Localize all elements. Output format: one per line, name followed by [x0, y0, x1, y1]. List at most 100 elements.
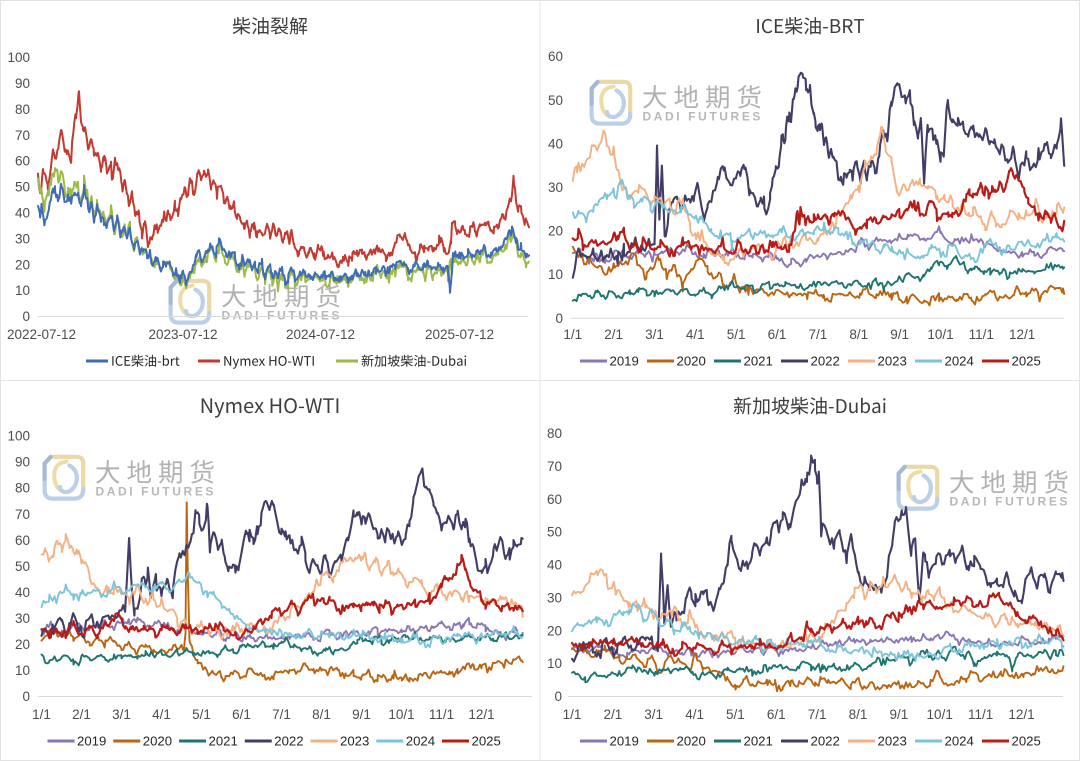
svg-text:2023-07-12: 2023-07-12 [148, 327, 217, 342]
svg-text:40: 40 [15, 206, 30, 221]
svg-text:30: 30 [15, 231, 30, 246]
svg-text:20: 20 [548, 224, 563, 239]
svg-text:5/1: 5/1 [727, 327, 746, 342]
svg-text:12/1: 12/1 [468, 707, 494, 722]
svg-text:2024: 2024 [945, 354, 974, 369]
svg-text:1/1: 1/1 [563, 707, 582, 722]
svg-text:3/1: 3/1 [112, 707, 131, 722]
svg-text:2/1: 2/1 [604, 327, 623, 342]
svg-text:DADI FUTURES: DADI FUTURES [222, 308, 343, 322]
svg-text:5/1: 5/1 [726, 707, 745, 722]
svg-text:80: 80 [15, 481, 30, 496]
svg-text:10: 10 [15, 283, 30, 298]
svg-text:2025: 2025 [1012, 354, 1041, 369]
svg-text:50: 50 [15, 559, 30, 574]
svg-text:12/1: 12/1 [1008, 707, 1034, 722]
svg-text:2025: 2025 [472, 734, 501, 749]
svg-text:2022: 2022 [811, 354, 840, 369]
svg-text:0: 0 [22, 309, 30, 324]
svg-text:3/1: 3/1 [645, 327, 664, 342]
svg-text:2023: 2023 [878, 734, 907, 749]
svg-text:10: 10 [547, 656, 562, 671]
svg-text:9/1: 9/1 [352, 707, 371, 722]
svg-text:4/1: 4/1 [685, 707, 704, 722]
svg-text:70: 70 [15, 507, 30, 522]
svg-text:8/1: 8/1 [312, 707, 331, 722]
svg-text:8/1: 8/1 [849, 707, 868, 722]
svg-text:80: 80 [547, 426, 562, 441]
svg-text:2022-07-12: 2022-07-12 [7, 327, 76, 342]
svg-text:6/1: 6/1 [232, 707, 251, 722]
svg-text:2025-07-12: 2025-07-12 [425, 327, 494, 342]
svg-text:20: 20 [15, 257, 30, 272]
svg-text:2/1: 2/1 [604, 707, 623, 722]
svg-text:6/1: 6/1 [768, 327, 787, 342]
svg-text:2024-07-12: 2024-07-12 [286, 327, 355, 342]
svg-text:12/1: 12/1 [1009, 327, 1035, 342]
svg-text:60: 60 [547, 492, 562, 507]
svg-text:5/1: 5/1 [192, 707, 211, 722]
svg-text:DADI FUTURES: DADI FUTURES [643, 109, 764, 123]
svg-text:2019: 2019 [610, 354, 639, 369]
svg-text:8/1: 8/1 [849, 327, 868, 342]
svg-text:2021: 2021 [209, 734, 238, 749]
svg-text:10/1: 10/1 [927, 327, 953, 342]
svg-text:90: 90 [15, 455, 30, 470]
svg-text:DADI FUTURES: DADI FUTURES [96, 484, 217, 498]
svg-text:2021: 2021 [744, 354, 773, 369]
svg-text:4/1: 4/1 [686, 327, 705, 342]
svg-text:10: 10 [548, 267, 563, 282]
svg-text:2022: 2022 [811, 734, 840, 749]
svg-text:10/1: 10/1 [388, 707, 414, 722]
svg-text:80: 80 [15, 102, 30, 117]
svg-text:30: 30 [547, 591, 562, 606]
svg-text:60: 60 [15, 154, 30, 169]
svg-text:4/1: 4/1 [152, 707, 171, 722]
svg-text:20: 20 [547, 623, 562, 638]
svg-text:40: 40 [547, 558, 562, 573]
svg-text:90: 90 [15, 76, 30, 91]
svg-text:7/1: 7/1 [808, 707, 827, 722]
svg-text:7/1: 7/1 [809, 327, 828, 342]
svg-text:2024: 2024 [945, 734, 974, 749]
svg-text:2022: 2022 [274, 734, 303, 749]
svg-text:60: 60 [548, 49, 563, 64]
svg-text:1/1: 1/1 [32, 707, 51, 722]
svg-text:11/1: 11/1 [969, 327, 994, 342]
svg-text:30: 30 [15, 611, 30, 626]
svg-text:2020: 2020 [677, 354, 706, 369]
svg-text:2021: 2021 [744, 734, 773, 749]
svg-text:50: 50 [547, 525, 562, 540]
svg-text:7/1: 7/1 [272, 707, 291, 722]
svg-text:DADI FUTURES: DADI FUTURES [950, 494, 1071, 508]
svg-text:2025: 2025 [1012, 734, 1041, 749]
svg-text:20: 20 [15, 637, 30, 652]
svg-text:100: 100 [7, 429, 30, 444]
svg-text:0: 0 [22, 689, 30, 704]
svg-text:10: 10 [15, 663, 30, 678]
svg-text:30: 30 [548, 180, 563, 195]
svg-text:40: 40 [548, 136, 563, 151]
svg-text:2020: 2020 [143, 734, 172, 749]
svg-text:6/1: 6/1 [767, 707, 786, 722]
svg-text:9/1: 9/1 [890, 707, 909, 722]
svg-text:0: 0 [555, 311, 563, 326]
svg-text:2023: 2023 [340, 734, 369, 749]
svg-text:100: 100 [7, 50, 30, 65]
svg-text:2/1: 2/1 [72, 707, 91, 722]
svg-text:11/1: 11/1 [429, 707, 454, 722]
svg-text:70: 70 [15, 128, 30, 143]
svg-text:0: 0 [554, 689, 562, 704]
svg-text:70: 70 [547, 459, 562, 474]
svg-text:50: 50 [548, 93, 563, 108]
svg-text:1/1: 1/1 [563, 327, 582, 342]
svg-text:60: 60 [15, 533, 30, 548]
svg-text:9/1: 9/1 [890, 327, 909, 342]
svg-text:11/1: 11/1 [968, 707, 993, 722]
svg-text:3/1: 3/1 [644, 707, 663, 722]
svg-text:2023: 2023 [878, 354, 907, 369]
svg-text:2019: 2019 [77, 734, 106, 749]
svg-text:50: 50 [15, 180, 30, 195]
svg-text:2019: 2019 [610, 734, 639, 749]
svg-text:40: 40 [15, 585, 30, 600]
